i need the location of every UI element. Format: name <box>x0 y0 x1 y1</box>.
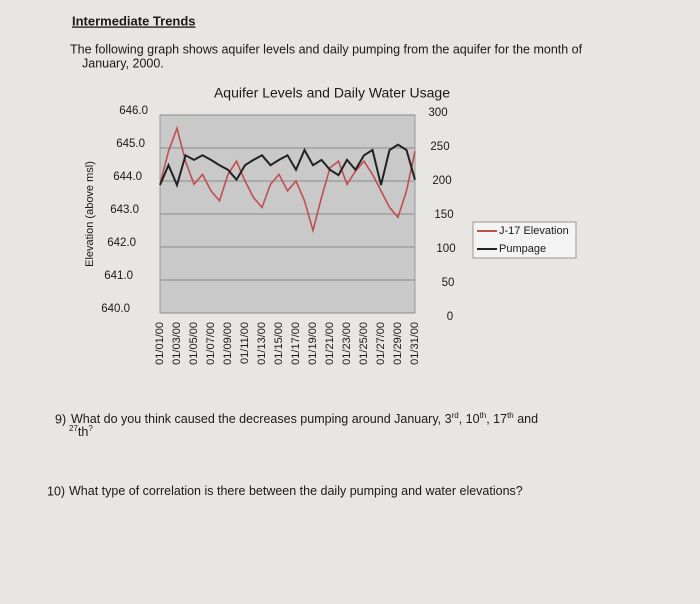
x-tick-label: 01/29/00 <box>392 322 404 365</box>
series-line <box>159 143 416 188</box>
x-tick-label: 01/25/00 <box>358 322 370 365</box>
y2-tick-label: 250 <box>430 141 449 153</box>
y-tick-label: 642.0 <box>107 237 136 249</box>
question: 10) What type of correlation is there bet… <box>47 484 523 498</box>
y2-tick-label: 150 <box>434 209 453 221</box>
y2-tick-label: 100 <box>436 243 455 255</box>
question-text: What do you think caused the decreases p… <box>69 411 538 440</box>
x-tick-label: 01/15/00 <box>273 322 285 365</box>
y2-tick-label: 50 <box>442 277 455 289</box>
intro-line: The following graph shows aquifer levels… <box>70 42 583 56</box>
question-part: , 17 <box>486 412 507 426</box>
intro-line: January, 2000. <box>82 56 164 70</box>
y-tick-label: 644.0 <box>113 171 142 183</box>
y-tick-label: 646.0 <box>119 105 148 117</box>
x-tick-label: 01/07/00 <box>205 322 217 365</box>
y2-tick-label: 200 <box>432 175 451 187</box>
question-part: and <box>514 412 538 426</box>
y2-tick-label: 300 <box>428 107 447 119</box>
x-tick-label: 01/11/00 <box>239 322 251 364</box>
superscript: 27 <box>69 424 78 433</box>
y-tick-label: 641.0 <box>104 270 133 282</box>
y-tick-label: 643.0 <box>110 204 139 216</box>
x-tick-label: 01/05/00 <box>188 322 200 365</box>
question-part: What type of correlation is there betwee… <box>69 484 523 498</box>
x-tick-label: 01/21/00 <box>324 322 336 365</box>
y-axis-label: Elevation (above msl) <box>84 161 96 267</box>
chart-title: Aquifer Levels and Daily Water Usage <box>214 85 450 101</box>
x-tick-label: 01/23/00 <box>341 322 353 365</box>
legend-box <box>472 221 577 259</box>
superscript: rd <box>452 411 459 420</box>
superscript: th <box>507 411 514 420</box>
legend-label: J-17 Elevation <box>499 225 569 237</box>
y2-tick-label: 0 <box>447 311 453 323</box>
superscript: ? <box>88 424 93 433</box>
question-part: What do you think caused the decreases p… <box>71 412 452 426</box>
question-part: th <box>78 425 88 439</box>
x-tick-label: 01/19/00 <box>307 322 319 365</box>
x-tick-label: 01/27/00 <box>375 322 387 365</box>
x-tick-label: 01/17/00 <box>290 322 302 365</box>
x-tick-label: 01/31/00 <box>409 322 421 365</box>
x-tick-label: 01/13/00 <box>256 322 268 365</box>
question: 9) What do you think caused the decreases… <box>55 411 538 440</box>
y-tick-label: 640.0 <box>101 303 130 315</box>
question-text: What type of correlation is there betwee… <box>69 484 523 498</box>
legend-label: Pumpage <box>499 243 546 255</box>
y-tick-label: 645.0 <box>116 138 145 150</box>
x-tick-label: 01/03/00 <box>171 322 183 365</box>
x-tick-label: 01/09/00 <box>222 322 234 365</box>
heading: Intermediate Trends <box>72 13 196 28</box>
question-number: 10) <box>47 484 65 498</box>
question-number: 9) <box>55 412 66 426</box>
question-part: , 10 <box>459 412 480 426</box>
x-tick-label: 01/01/00 <box>154 322 166 365</box>
series-line <box>159 125 416 234</box>
superscript: th <box>480 411 487 420</box>
